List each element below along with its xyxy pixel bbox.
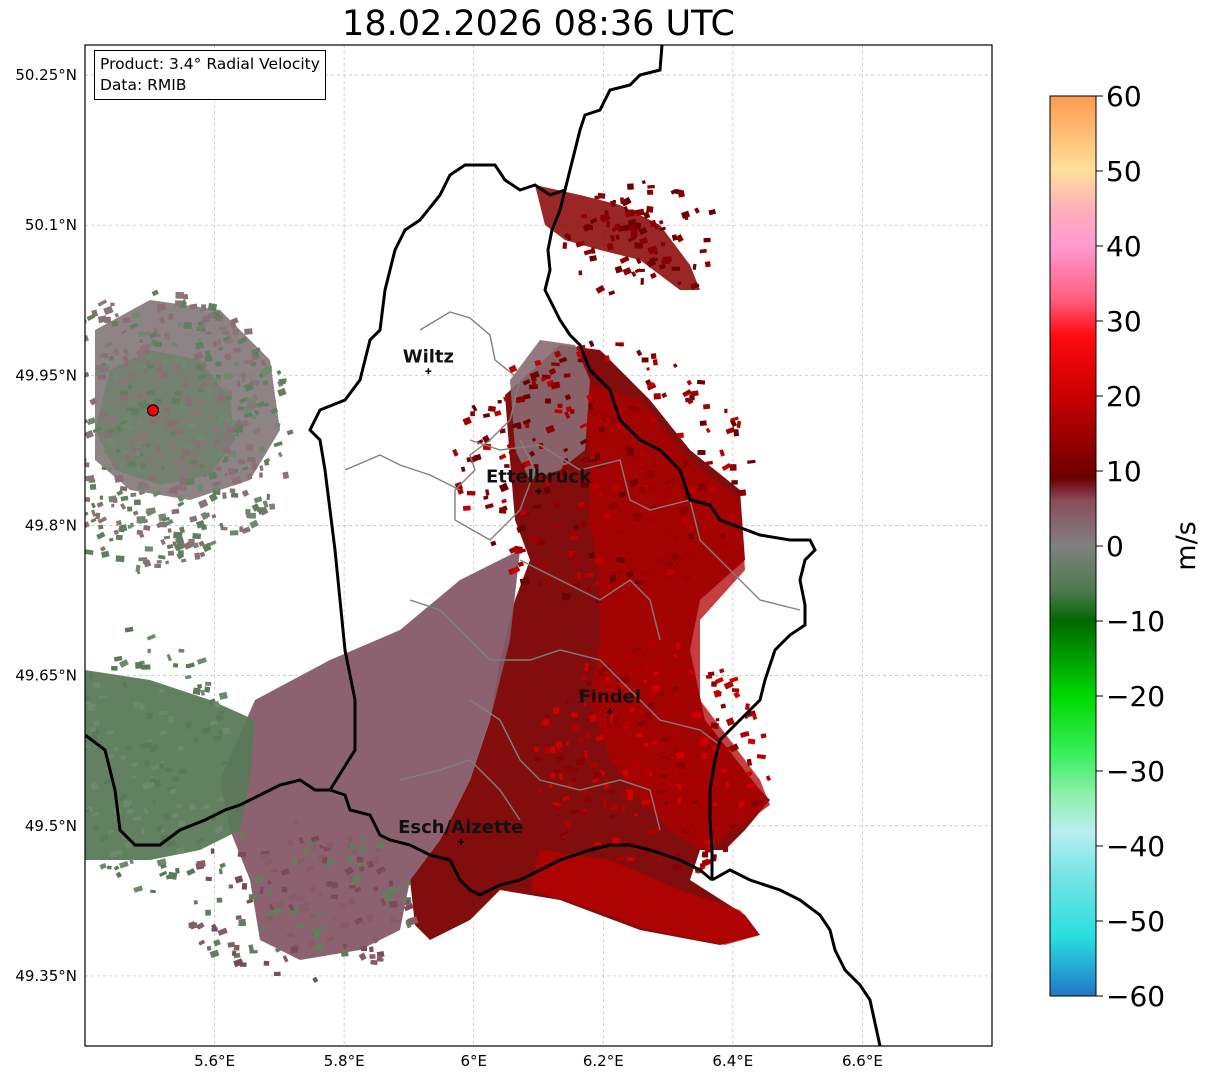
- longitude-axis-labels: 5.6°E 5.8°E 6°E 6.2°E 6.4°E 6.6°E: [194, 1052, 883, 1070]
- colorbar-tick-label: −40: [1106, 830, 1165, 863]
- lon-tick-label: 6°E: [460, 1052, 487, 1070]
- lat-tick-label: 49.65°N: [15, 667, 77, 685]
- map-frame: [84, 44, 993, 1047]
- product-text: Product: 3.4° Radial Velocity: [100, 55, 320, 73]
- city-label: Findel: [578, 687, 641, 708]
- outbound-south-band: [530, 850, 760, 945]
- radar-site-marker: [146, 404, 160, 417]
- colorbar: [1049, 95, 1097, 997]
- lon-tick-label: 6.4°E: [712, 1052, 753, 1070]
- lat-tick-label: 50.25°N: [15, 66, 77, 84]
- product-info-box: Product: 3.4° Radial Velocity Data: RMIB: [94, 50, 326, 100]
- city-marker: [535, 488, 542, 495]
- lat-tick-label: 49.5°N: [25, 817, 77, 835]
- colorbar-tick-label: −30: [1106, 755, 1165, 788]
- boundaries: [85, 45, 882, 1046]
- radar-velocity-field: [85, 179, 772, 983]
- city-marker: [606, 708, 613, 715]
- colorbar-tick-label: 40: [1106, 230, 1142, 263]
- city-marker: [457, 838, 464, 845]
- colorbar-tick-label: 20: [1106, 380, 1142, 413]
- outbound-strong: [580, 380, 770, 850]
- mauve-swath: [220, 550, 520, 960]
- lat-tick-label: 49.95°N: [15, 366, 77, 384]
- national-border: [85, 45, 882, 1046]
- lon-tick-label: 6.2°E: [583, 1052, 624, 1070]
- city-marker: [425, 368, 432, 375]
- colorbar-tick-label: 60: [1106, 80, 1142, 113]
- colorbar-tick-label: 0: [1106, 530, 1124, 563]
- colorbar-unit-label: m/s: [1171, 521, 1202, 570]
- lat-tick-label: 50.1°N: [25, 216, 77, 234]
- data-source-text: Data: RMIB: [100, 76, 187, 94]
- colorbar-tick-label: −20: [1106, 680, 1165, 713]
- colorbar-tick-label: 30: [1106, 305, 1142, 338]
- map-title: 18.02.2026 08:36 UTC: [342, 4, 735, 44]
- city-label: Esch/Alzette: [398, 817, 523, 838]
- lat-tick-label: 49.35°N: [15, 967, 77, 985]
- lon-tick-label: 6.6°E: [842, 1052, 883, 1070]
- colorbar-tick-label: −10: [1106, 605, 1165, 638]
- colorbar-tick-label: −50: [1106, 905, 1165, 938]
- lon-tick-label: 5.8°E: [324, 1052, 365, 1070]
- radar-echo-speckles: [85, 179, 772, 983]
- lon-tick-label: 5.6°E: [194, 1052, 235, 1070]
- colorbar-tick-label: 50: [1106, 155, 1142, 188]
- colorbar-tick-label: 10: [1106, 455, 1142, 488]
- colorbar-tick-label: −60: [1106, 980, 1165, 1013]
- map-markers: Wiltz Ettelbruck Findel Esch/Alzette: [146, 346, 641, 845]
- canton-boundaries: [344, 311, 801, 831]
- latitude-axis-labels: 50.25°N 50.1°N 49.95°N 49.8°N 49.65°N 49.5°N 4…: [15, 66, 77, 985]
- city-label: Wiltz: [403, 346, 454, 367]
- lat-tick-label: 49.8°N: [25, 516, 77, 534]
- city-label: Ettelbruck: [486, 466, 592, 487]
- colorbar-tick-labels: 60 50 40 30 20 10 0 −10 −20 −30 −40 −50 −60: [1096, 80, 1165, 1013]
